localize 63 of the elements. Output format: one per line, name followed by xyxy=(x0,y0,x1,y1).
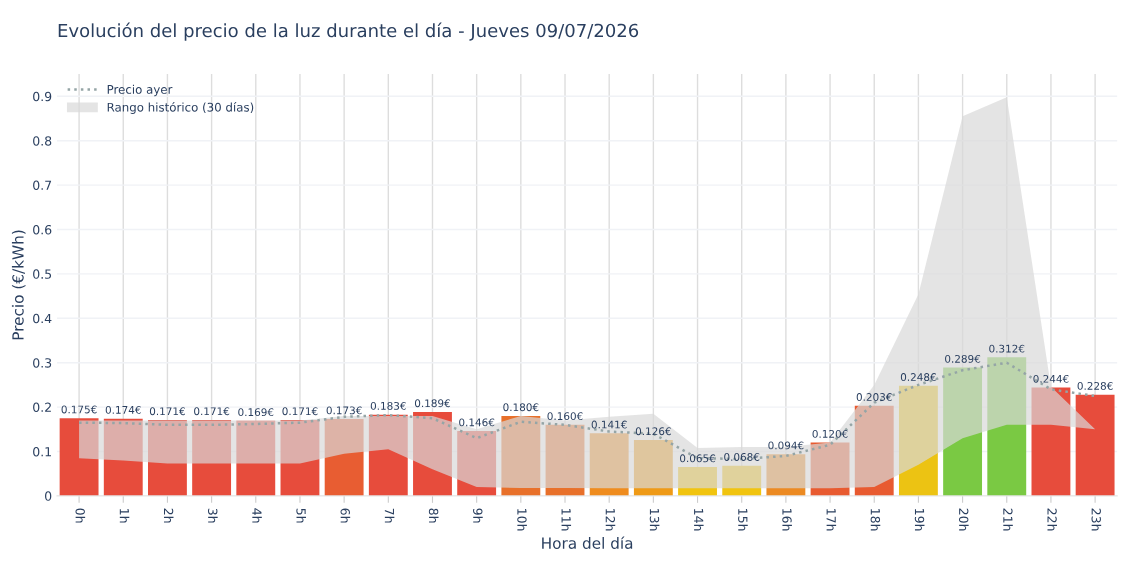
y-tick-label: 0 xyxy=(45,491,52,501)
data-label: 0.174€ xyxy=(105,405,141,414)
data-label: 0.248€ xyxy=(900,373,936,381)
data-label: 0.171€ xyxy=(149,407,185,416)
x-tick-label: 22h xyxy=(1047,508,1057,531)
chart-title: Evolución del precio de la luz durante el día - Jueves 09/07/2026 xyxy=(58,22,639,41)
x-tick-label: 7h xyxy=(384,508,395,523)
y-tick-label: 0.9 xyxy=(33,91,52,102)
y-tick-label: 0.6 xyxy=(33,224,52,235)
data-label: 0.312€ xyxy=(989,344,1025,353)
data-label: 0.065€ xyxy=(680,454,716,463)
data-label: 0.094€ xyxy=(768,441,804,450)
data-label: 0.126€ xyxy=(635,427,671,436)
x-tick-label: 8h xyxy=(428,508,439,523)
y-axis-title: Precio (€/kWh) xyxy=(11,230,26,340)
x-tick-label: 0h xyxy=(75,508,86,523)
x-tick-label: 4h xyxy=(252,508,262,523)
data-label: 0.203€ xyxy=(856,393,892,401)
x-tick-label: 14h xyxy=(694,509,704,531)
y-tick-label: 0.1 xyxy=(33,446,51,457)
x-tick-label: 5h xyxy=(296,508,307,523)
x-tick-label: 17h xyxy=(826,509,837,531)
data-label: 0.120€ xyxy=(812,429,848,438)
x-tick-label: 3h xyxy=(207,508,218,523)
data-label: 0.171€ xyxy=(282,407,318,416)
x-tick-label: 15h xyxy=(738,509,748,531)
x-tick-label: 21h xyxy=(1003,508,1013,531)
y-tick-label: 0.5 xyxy=(33,269,52,279)
y-tick-label: 0.8 xyxy=(33,136,52,146)
x-tick-label: 16h xyxy=(782,509,792,531)
data-label: 0.173€ xyxy=(326,406,362,415)
x-tick-label: 12h xyxy=(605,509,616,531)
x-tick-label: 13h xyxy=(649,509,660,531)
data-label: 0.146€ xyxy=(459,418,495,427)
y-tick-label: 0.4 xyxy=(33,313,52,324)
x-tick-label: 11h xyxy=(561,509,572,531)
x-tick-label: 23h xyxy=(1091,508,1102,531)
x-tick-label: 20h xyxy=(958,508,969,531)
data-label: 0.068€ xyxy=(724,453,760,461)
data-label: 0.228€ xyxy=(1077,381,1113,390)
x-tick-label: 10h xyxy=(517,509,527,531)
data-label: 0.169€ xyxy=(238,408,274,417)
x-tick-label: 18h xyxy=(870,509,881,531)
y-tick-label: 0.3 xyxy=(33,358,52,368)
data-label: 0.183€ xyxy=(370,401,406,410)
x-tick-label: 1h xyxy=(119,509,130,523)
x-tick-label: 19h xyxy=(914,509,925,531)
y-tick-label: 0.2 xyxy=(33,402,51,413)
legend-label: Precio ayer xyxy=(107,84,173,97)
x-axis-title: Hora del día xyxy=(542,536,633,549)
data-label: 0.244€ xyxy=(1033,374,1069,383)
legend-label: Rango histórico (30 días) xyxy=(107,102,254,114)
data-label: 0.180€ xyxy=(503,403,539,412)
y-tick-label: 0.7 xyxy=(33,180,52,191)
data-label: 0.160€ xyxy=(547,412,583,421)
data-label: 0.189€ xyxy=(414,399,451,408)
x-tick-label: 2h xyxy=(163,508,174,523)
x-tick-label: 9h xyxy=(473,508,483,523)
data-label: 0.289€ xyxy=(945,354,981,363)
data-label: 0.141€ xyxy=(591,420,627,429)
data-label: 0.171€ xyxy=(194,407,230,416)
x-tick-label: 6h xyxy=(340,508,351,523)
data-label: 0.175€ xyxy=(61,405,97,414)
